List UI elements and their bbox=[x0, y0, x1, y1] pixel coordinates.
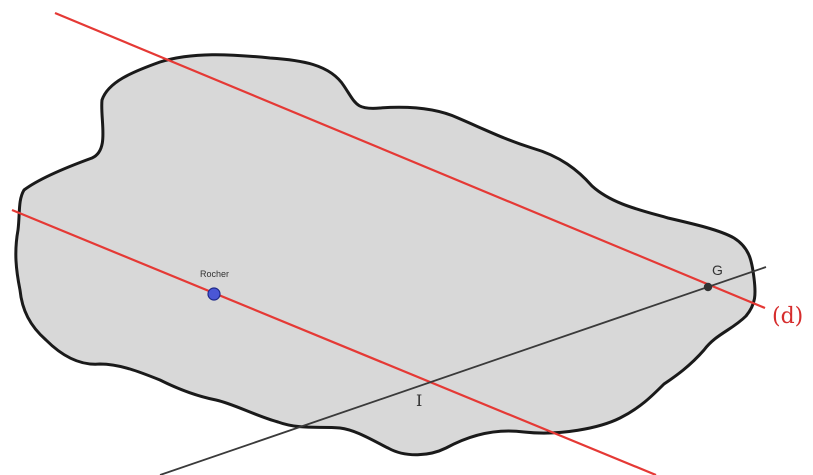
point-g bbox=[703, 282, 713, 292]
line-i-g bbox=[159, 266, 767, 475]
island-shape bbox=[14, 53, 757, 457]
line-d bbox=[54, 11, 766, 310]
label-rocher: Rocher bbox=[200, 269, 229, 279]
label-i: I bbox=[416, 391, 422, 410]
point-rocher bbox=[207, 287, 221, 301]
label-d: (d) bbox=[772, 304, 803, 329]
line-rocher-i bbox=[11, 208, 657, 475]
label-g: G bbox=[712, 262, 723, 278]
